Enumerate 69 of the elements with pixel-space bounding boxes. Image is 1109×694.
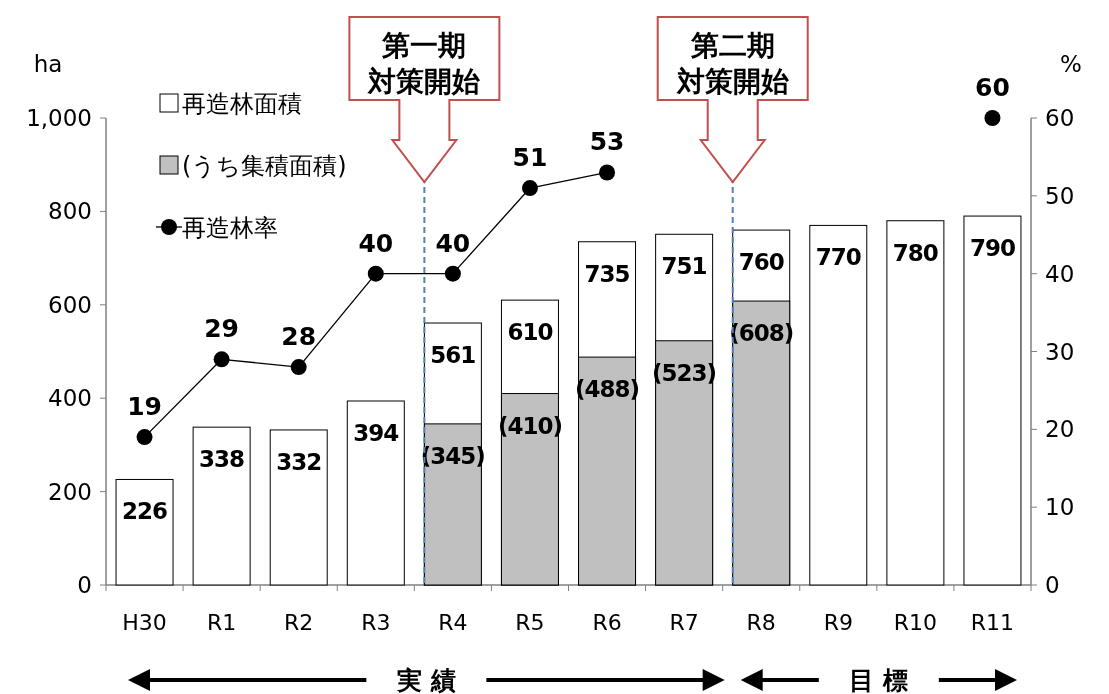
y2-tick-label: 60 [1045,105,1075,131]
text: 目 標 [849,666,909,694]
data-label: 332 [276,448,322,475]
data-label: 60 [975,73,1010,102]
point [984,110,1001,126]
x-tick-label: R11 [970,610,1015,635]
point [444,265,461,282]
bar [963,215,1022,586]
data-label: 226 [122,498,168,525]
data-label: 29 [204,314,240,344]
y2-tick-label: 20 [1045,416,1075,443]
data-label: 735 [584,260,630,287]
y2-tick-label: 10 [1045,494,1075,521]
y-tick-label: 200 [48,478,92,505]
data-label: 394 [353,420,399,446]
data-label: 790 [969,235,1015,262]
data-label: 760 [738,249,784,276]
data-label: 53 [589,127,625,157]
y2-tick-label: 0 [1045,572,1060,598]
data-label: 19 [127,392,162,422]
x-tick-label: R3 [361,610,391,635]
y2-tick-label: 50 [1045,182,1075,209]
y-tick-label: 400 [48,385,92,412]
y-axis-title: ha [33,51,63,77]
x-tick-label: R8 [746,610,776,635]
y2-tick-label: 30 [1045,338,1075,365]
y-tick-label: 600 [48,291,92,318]
y-tick-label: 800 [48,198,92,225]
legend-label: 再造林率 [182,214,278,242]
data-label: 610 [507,319,553,346]
data-label: 338 [199,446,245,473]
data-label: 770 [815,244,861,271]
x-tick-label: R10 [893,610,938,635]
y2-axis-title: % [1060,51,1082,77]
text: 実 績 [395,666,456,694]
point [599,164,616,181]
x-tick-label: R6 [592,610,622,635]
bar [115,478,174,586]
point [136,429,153,446]
legend-label: 再造林面積 [182,90,302,118]
point [213,351,230,368]
bar [346,400,405,586]
ref-line-label: 第二期対策開始 [675,29,789,98]
data-label: 51 [512,143,548,173]
bar [886,220,945,586]
x-tick-label: R5 [515,610,545,635]
data-label: 40 [358,228,394,258]
data-label: 40 [435,228,471,258]
y-tick-label: 0 [77,572,92,598]
y2-tick-label: 40 [1045,260,1075,287]
bar [809,224,868,586]
data-label: 28 [281,322,317,352]
legend-label: (うち集積面積) [182,152,347,180]
x-tick-label: R2 [284,610,314,635]
x-tick-label: R9 [823,610,853,635]
bar [269,429,328,586]
x-tick-label: R1 [206,610,237,635]
point [367,265,384,282]
point [521,180,538,197]
point [290,359,307,376]
ref-line-label: 第一期対策開始 [367,29,481,98]
y-tick-label: 1,000 [26,105,92,131]
data-label: 751 [661,253,707,280]
x-tick-label: R7 [669,610,699,635]
data-label: 780 [892,239,938,266]
bar [192,426,251,586]
x-tick-label: R4 [438,610,468,635]
data-label: 561 [430,342,476,369]
x-tick-label: H30 [122,610,167,635]
